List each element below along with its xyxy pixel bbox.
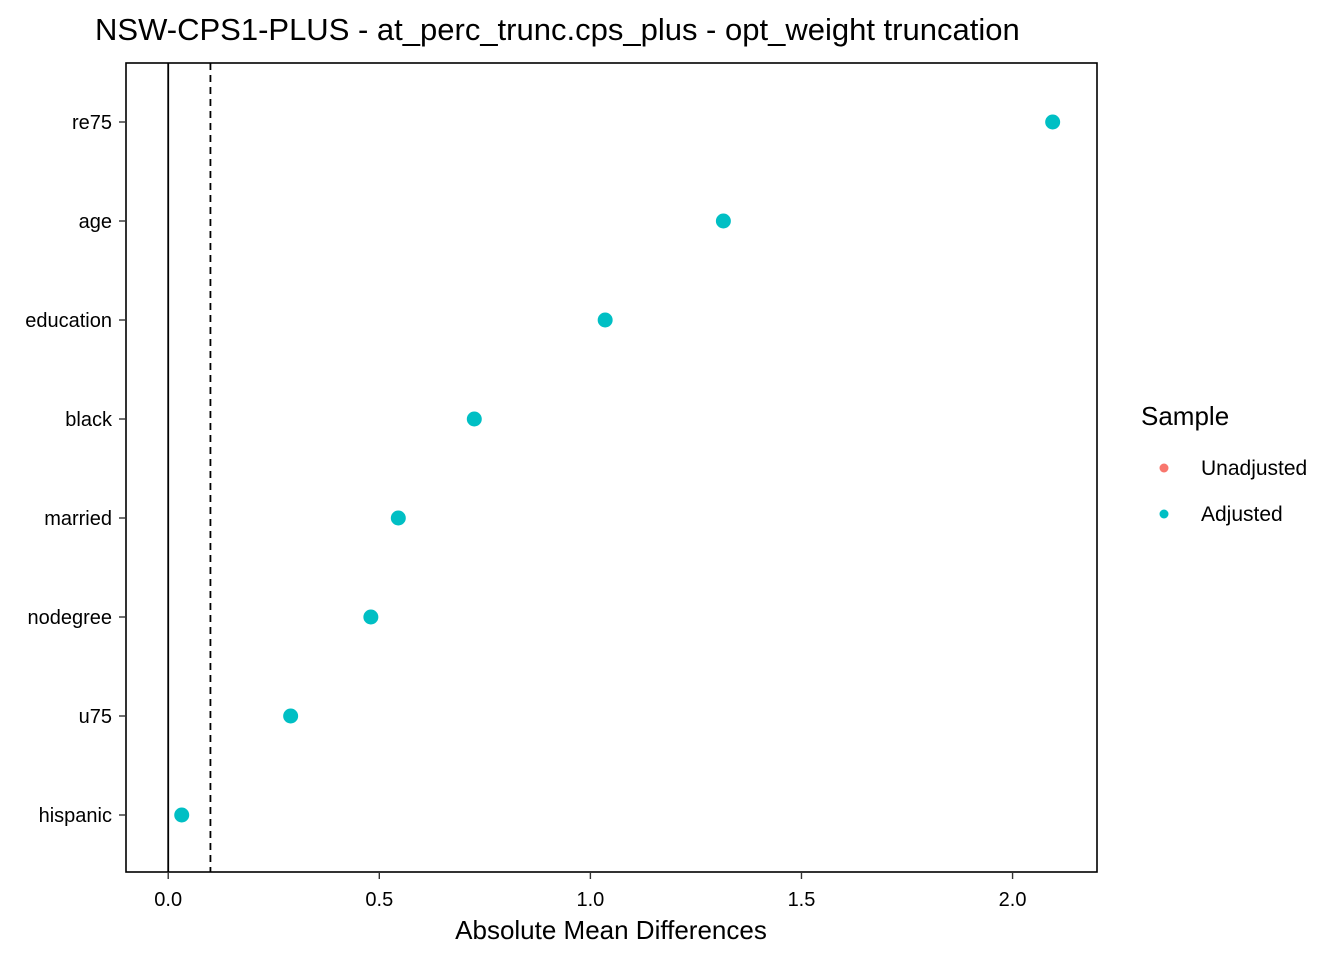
x-tick-label: 1.0 bbox=[576, 889, 604, 911]
data-point-adjusted bbox=[597, 312, 613, 328]
y-tick-label: married bbox=[44, 508, 112, 530]
legend-label-adjusted: Adjusted bbox=[1201, 503, 1283, 526]
y-tick-label: hispanic bbox=[39, 805, 112, 827]
data-point-adjusted bbox=[1045, 114, 1061, 130]
legend: Sample Unadjusted Adjusted bbox=[1141, 401, 1307, 526]
x-tick-label: 0.0 bbox=[154, 889, 182, 911]
y-tick-label: education bbox=[25, 310, 112, 332]
chart-title: NSW-CPS1-PLUS - at_perc_trunc.cps_plus -… bbox=[95, 12, 1020, 47]
legend-key-unadjusted bbox=[1159, 463, 1169, 473]
y-tick-label: black bbox=[65, 409, 113, 431]
data-point-adjusted bbox=[174, 807, 190, 823]
legend-title: Sample bbox=[1141, 401, 1229, 431]
legend-key-adjusted bbox=[1159, 509, 1169, 519]
x-tick-label: 0.5 bbox=[365, 889, 393, 911]
data-point-adjusted bbox=[715, 213, 731, 229]
data-point-adjusted bbox=[283, 708, 299, 724]
legend-label-unadjusted: Unadjusted bbox=[1201, 457, 1307, 480]
x-tick-label: 2.0 bbox=[999, 889, 1027, 911]
x-tick-label: 1.5 bbox=[788, 889, 816, 911]
data-point-adjusted bbox=[390, 510, 406, 526]
data-point-adjusted bbox=[363, 609, 379, 625]
plot-area: 0.0 0.5 1.0 1.5 2.0 re75 age education black marr… bbox=[25, 62, 1098, 911]
y-tick-label: u75 bbox=[79, 706, 112, 728]
x-axis-label: Absolute Mean Differences bbox=[455, 915, 767, 945]
plot-panel-border bbox=[125, 62, 1098, 873]
data-point-adjusted bbox=[466, 411, 482, 427]
y-tick-label: re75 bbox=[72, 112, 112, 134]
y-tick-label: age bbox=[79, 211, 112, 233]
y-tick-label: nodegree bbox=[27, 607, 112, 629]
